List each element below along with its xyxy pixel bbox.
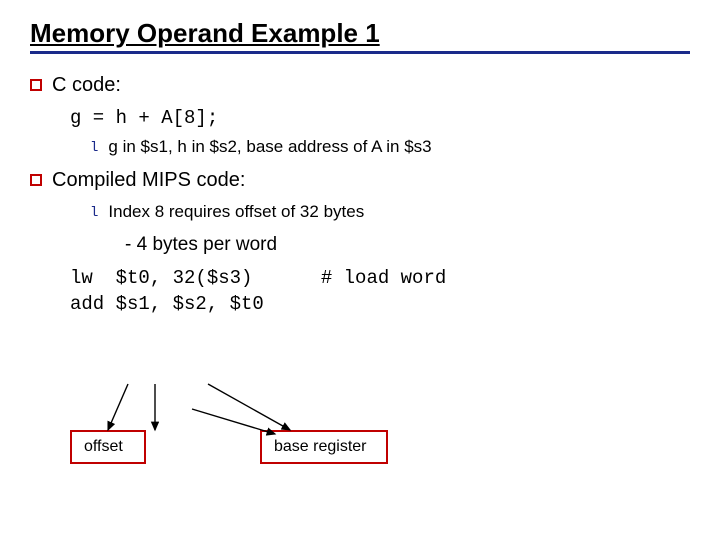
bullet-label: C code: — [52, 74, 121, 97]
bullet-c-code: C code: — [30, 74, 690, 97]
annot-box-offset: offset — [70, 430, 146, 464]
sub-bullet-icon: l — [90, 205, 98, 221]
bullet-square-icon — [30, 79, 42, 91]
c-code-line: g = h + A[8]; — [70, 107, 690, 129]
bullet-square-icon — [30, 174, 42, 186]
sub-text: Index 8 requires offset of 32 bytes — [108, 202, 364, 222]
mips-code-block: lw $t0, 32($s3) # load word add $s1, $s2… — [70, 266, 690, 317]
dash-bytes-per-word: - 4 bytes per word — [125, 234, 690, 256]
sub-text: g in $s1, h in $s2, base address of A in… — [108, 137, 431, 157]
annot-box-base: base register — [260, 430, 388, 464]
slide-title: Memory Operand Example 1 — [30, 18, 690, 54]
sub-bullet-icon: l — [90, 140, 98, 156]
sub-c-registers: l g in $s1, h in $s2, base address of A … — [90, 137, 690, 157]
sub-mips-offset: l Index 8 requires offset of 32 bytes — [90, 202, 690, 222]
bullet-mips: Compiled MIPS code: — [30, 169, 690, 192]
bullet-label: Compiled MIPS code: — [52, 169, 245, 192]
